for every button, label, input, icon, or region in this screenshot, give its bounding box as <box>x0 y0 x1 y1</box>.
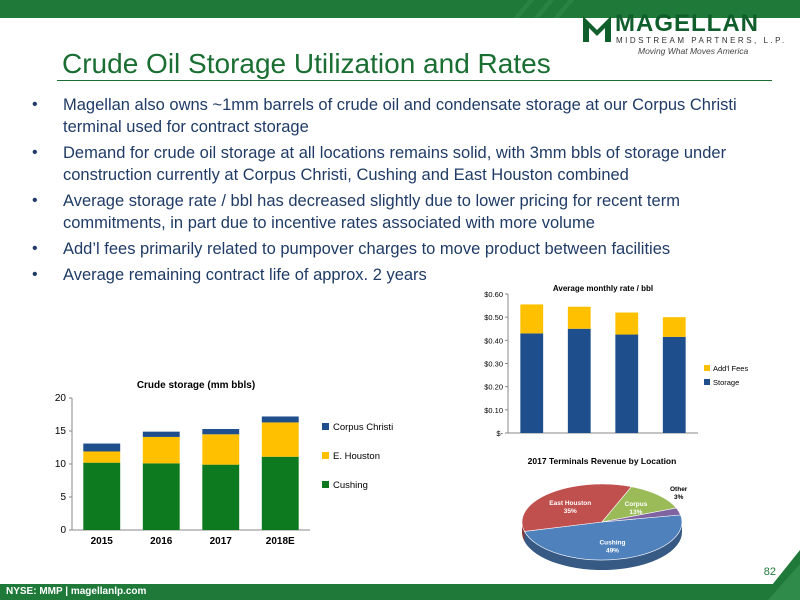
bullet-item: • Magellan also owns ~1mm barrels of crud… <box>28 94 768 138</box>
pie-slice-label: Corpus <box>625 501 648 508</box>
bullet-text: Average remaining contract life of appro… <box>63 266 427 284</box>
bullet-icon: • <box>32 144 38 161</box>
bullet-text: Add’l fees primarily related to pumpover… <box>63 240 671 258</box>
revenue-pie-chart: 2017 Terminals Revenue by Location Cushin… <box>521 456 688 570</box>
bullet-text: Magellan also owns ~1mm barrels of crude… <box>63 96 737 136</box>
bullet-icon: • <box>32 96 38 113</box>
pie-slice-label: East Houston <box>549 500 591 507</box>
y-tick-label: $0.30 <box>484 360 503 369</box>
logo-subtitle: MIDSTREAM PARTNERS, L.P. <box>616 36 787 45</box>
chart-title: Average monthly rate / bbl <box>553 284 653 293</box>
bar-segment <box>261 422 299 457</box>
bullet-text: Average storage rate / bbl has decreased… <box>63 192 680 232</box>
bar-segment <box>261 416 299 423</box>
y-tick-label: $0.50 <box>484 313 503 322</box>
legend-label: E. Houston <box>333 451 380 462</box>
logo-tagline: Moving What Moves America <box>638 46 749 56</box>
page-title: Crude Oil Storage Utilization and Rates <box>62 48 551 79</box>
bar-segment <box>83 462 121 530</box>
pie-slice-label: Other <box>670 486 688 493</box>
bullet-item: • Average storage rate / bbl has decrease… <box>28 190 768 234</box>
x-tick-label: 2015 <box>91 536 114 547</box>
pie-slice-value: 35% <box>564 508 577 515</box>
footer-bar: NYSE: MMP | magellanlp.com <box>0 584 800 600</box>
chart-title: 2017 Terminals Revenue by Location <box>528 456 677 466</box>
pie-slice-side <box>524 522 682 570</box>
pie-slice-value: 3% <box>674 494 684 501</box>
bar-segment <box>615 334 639 433</box>
pie-slice <box>601 486 677 523</box>
legend-label: Storage <box>713 378 739 387</box>
y-tick-label: 10 <box>55 459 67 470</box>
bullet-text: Demand for crude oil storage at all loca… <box>63 144 727 184</box>
legend-swatch <box>322 452 329 459</box>
bar-segment <box>142 431 180 437</box>
legend-label: Add'l Fees <box>713 364 748 373</box>
bullet-item: • Average remaining contract life of appr… <box>28 264 768 286</box>
legend-label: Corpus Christi <box>333 422 393 433</box>
y-tick-label: $0.60 <box>484 290 503 299</box>
bar-segment <box>142 436 180 464</box>
pie-slice <box>601 507 682 523</box>
legend-swatch <box>322 481 329 488</box>
y-tick-label: $0.40 <box>484 336 503 345</box>
pie-slice-value: 49% <box>606 547 619 554</box>
bar-segment <box>662 317 686 337</box>
bar-segment <box>83 451 121 463</box>
title-divider <box>57 80 772 81</box>
x-tick-label: 2017 <box>210 536 233 547</box>
bar-segment <box>520 333 544 433</box>
bar-segment <box>83 443 121 452</box>
legend-label: Cushing <box>333 480 368 491</box>
bar-segment <box>261 456 299 530</box>
pie-slice-value: 13% <box>629 509 642 516</box>
pie-slice-label: Cushing <box>599 539 625 546</box>
bar-segment <box>567 306 591 329</box>
bullet-item: • Demand for crude oil storage at all loc… <box>28 142 768 186</box>
bar-segment <box>615 312 639 335</box>
corner-decoration <box>760 550 800 600</box>
y-tick-label: $- <box>496 429 503 438</box>
bar-segment <box>520 304 544 334</box>
y-tick-label: $0.10 <box>484 406 503 415</box>
bullet-icon: • <box>32 266 38 283</box>
logo-name: MAGELLAN <box>615 10 759 37</box>
legend-swatch <box>704 379 710 385</box>
y-tick-label: 15 <box>55 426 67 437</box>
crude-storage-chart: Crude storage (mm bbls) 0 5 10 15 20 2015 2016 2… <box>55 380 393 547</box>
page-number: 82 <box>763 566 776 578</box>
chart-title: Crude storage (mm bbls) <box>137 380 255 391</box>
footer-text: NYSE: MMP | magellanlp.com <box>6 586 147 597</box>
legend-swatch <box>322 423 329 430</box>
y-tick-label: 20 <box>55 393 67 404</box>
bullet-icon: • <box>32 240 38 257</box>
bar-segment <box>202 429 240 435</box>
bullet-list: • Magellan also owns ~1mm barrels of crud… <box>28 94 768 290</box>
bar-segment <box>142 463 180 530</box>
logo-m-icon <box>583 16 611 42</box>
bar-segment <box>202 464 240 530</box>
pie-slice <box>521 483 633 532</box>
top-banner <box>0 0 800 18</box>
bullet-icon: • <box>32 192 38 209</box>
bar-segment <box>567 328 591 433</box>
x-tick-label: 2018E <box>266 536 295 547</box>
y-tick-label: $0.20 <box>484 383 503 392</box>
magellan-logo: MAGELLAN MIDSTREAM PARTNERS, L.P. Moving… <box>583 6 788 56</box>
average-rate-chart: Average monthly rate / bbl $- $0.10 $0.20 $0… <box>484 284 748 438</box>
bar-segment <box>662 336 686 433</box>
legend-swatch <box>704 365 710 371</box>
bar-segment <box>202 434 240 465</box>
y-tick-label: 0 <box>60 525 66 536</box>
pie-slice <box>524 514 683 561</box>
bullet-item: • Add’l fees primarily related to pumpove… <box>28 238 768 260</box>
y-tick-label: 5 <box>60 492 66 503</box>
x-tick-label: 2016 <box>150 536 173 547</box>
